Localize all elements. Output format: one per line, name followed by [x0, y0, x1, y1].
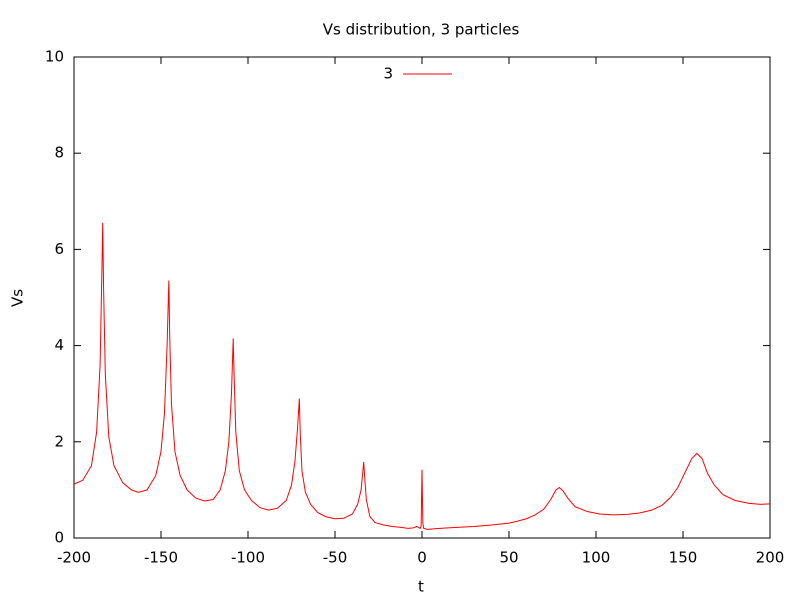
x-tick-label: -200: [57, 549, 91, 567]
x-tick-label: 0: [417, 549, 427, 567]
y-tick-label: 6: [54, 240, 64, 258]
chart-title: Vs distribution, 3 particles: [323, 21, 520, 39]
y-tick-label: 4: [54, 336, 64, 354]
x-tick-label: -150: [144, 549, 178, 567]
x-axis-label: t: [418, 578, 424, 596]
x-tick-label: 100: [582, 549, 611, 567]
x-tick-label: 150: [669, 549, 698, 567]
y-tick-label: 8: [54, 144, 64, 162]
y-tick-label: 10: [45, 48, 64, 66]
y-axis-label: Vs: [9, 289, 27, 307]
y-tick-label: 2: [54, 432, 64, 450]
series-line: [73, 222, 771, 530]
x-tick-label: 200: [756, 549, 785, 567]
y-tick-label: 0: [54, 529, 64, 547]
legend-label: 3: [383, 65, 393, 83]
x-tick-label: 50: [499, 549, 518, 567]
x-tick-label: -50: [323, 549, 348, 567]
x-tick-label: -100: [231, 549, 265, 567]
